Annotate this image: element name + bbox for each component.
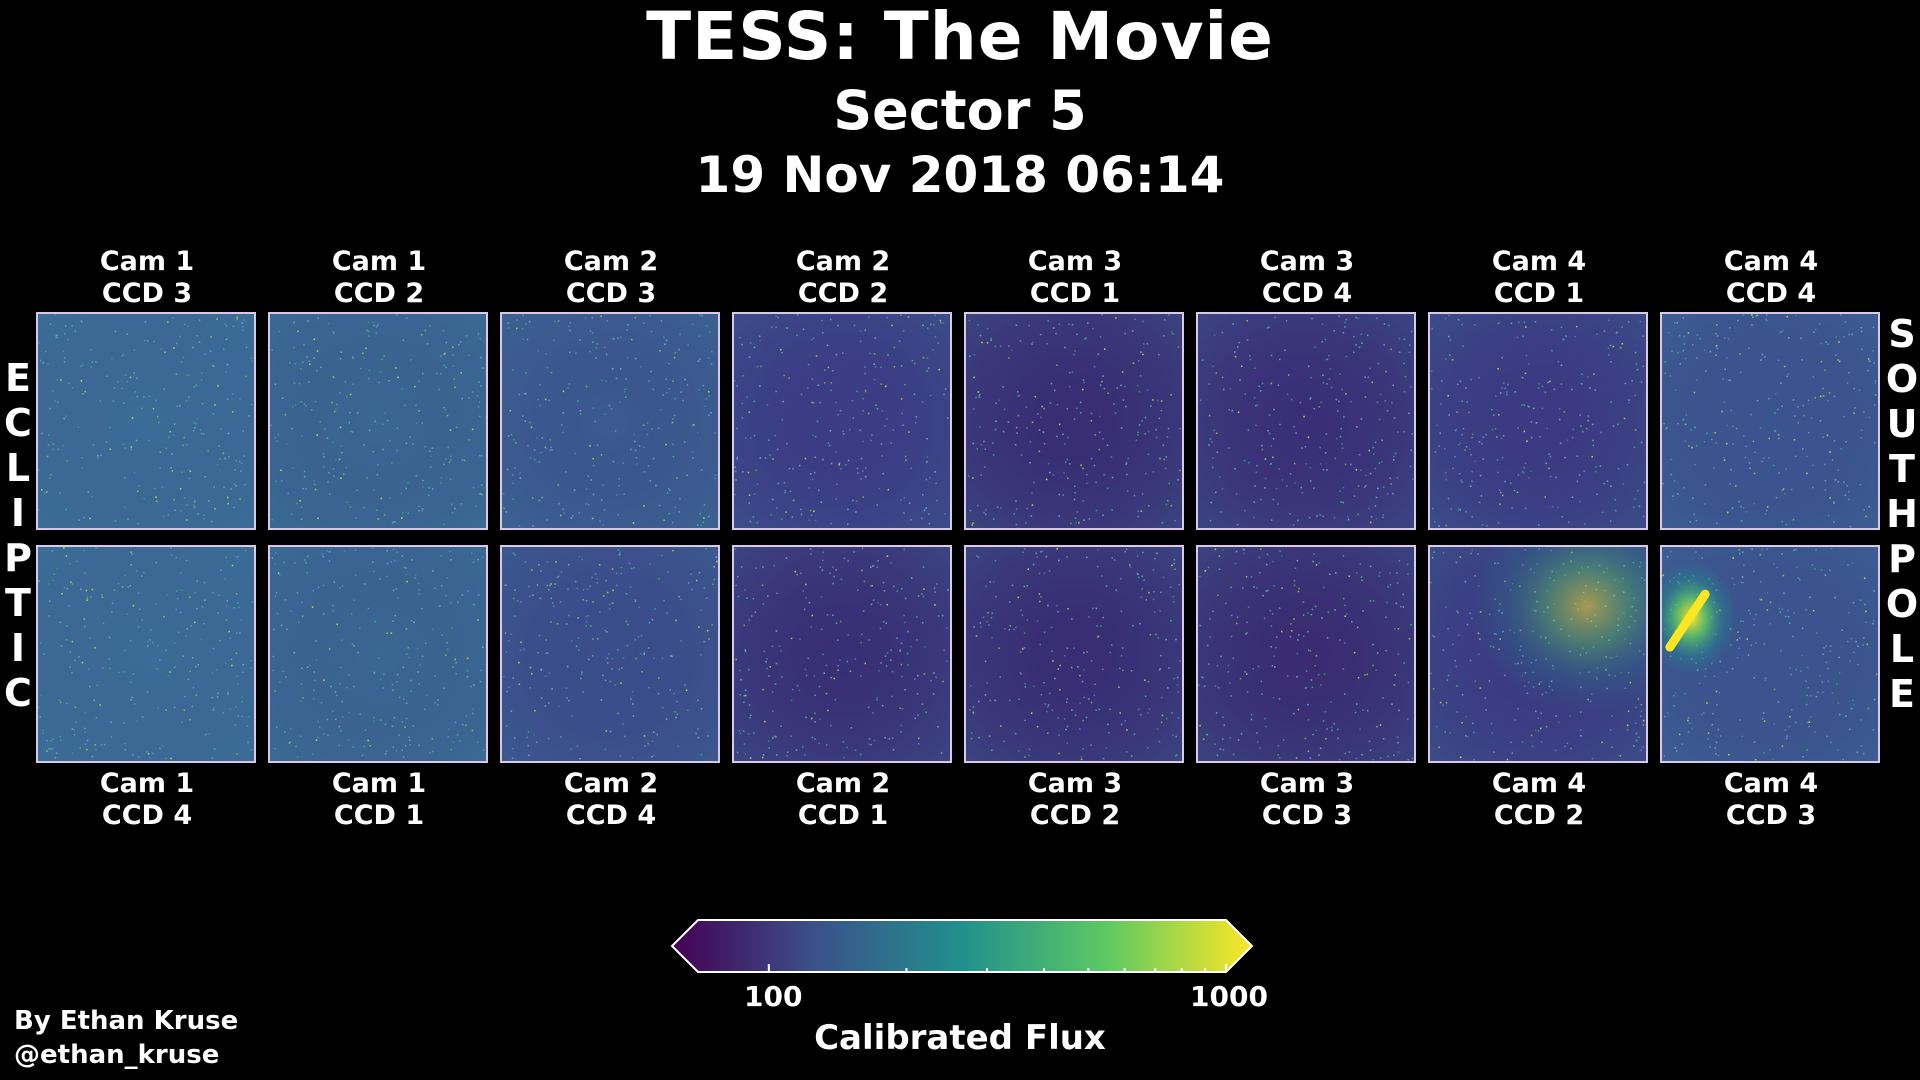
- side-letter: I: [10, 491, 26, 535]
- side-letter: E: [1889, 672, 1915, 716]
- ccd-label-bottom: Cam 1 CCD 4: [99, 768, 195, 831]
- ccd-tile: [500, 312, 720, 530]
- ccd-image: [502, 547, 718, 761]
- ccd-tile: [732, 545, 952, 763]
- ccd-image: [38, 314, 254, 528]
- movie-title: TESS: The Movie: [646, 0, 1274, 75]
- ccd-tile: [732, 312, 952, 530]
- author-handle: @ethan_kruse: [14, 1040, 220, 1070]
- ccd-image: [270, 547, 486, 761]
- ccd-label-top: Cam 4 CCD 4: [1723, 246, 1819, 309]
- side-letter: P: [4, 536, 32, 580]
- ccd-tile: [1196, 312, 1416, 530]
- ccd-label-bottom: Cam 2 CCD 4: [563, 768, 659, 831]
- ccd-label-top: Cam 4 CCD 1: [1491, 246, 1587, 309]
- colorbar-graphic: [670, 919, 1254, 973]
- ccd-tile: [268, 312, 488, 530]
- ccd-image: [734, 547, 950, 761]
- side-letter: T: [5, 581, 31, 625]
- colorbar-gradient: [670, 919, 1254, 973]
- colorbar-tick-label-max: 1000: [1190, 980, 1268, 1013]
- side-letter: S: [1888, 312, 1916, 356]
- side-letter: H: [1886, 492, 1918, 536]
- credit: By Ethan Kruse @ethan_kruse: [14, 1004, 238, 1072]
- side-letter: C: [4, 401, 32, 445]
- ccd-image: [966, 547, 1182, 761]
- side-letter: L: [5, 446, 31, 490]
- side-letter: U: [1886, 402, 1918, 446]
- ccd-image: [1198, 547, 1414, 761]
- ccd-image: [1198, 314, 1414, 528]
- side-letter: O: [1885, 357, 1919, 401]
- ccd-image: [734, 314, 950, 528]
- ccd-label-bottom: Cam 4 CCD 2: [1491, 768, 1587, 831]
- ccd-tile: [268, 545, 488, 763]
- side-letter: I: [10, 626, 26, 670]
- ccd-label-bottom: Cam 3 CCD 2: [1027, 768, 1123, 831]
- ccd-label-top: Cam 2 CCD 3: [563, 246, 659, 309]
- ccd-label-bottom: Cam 3 CCD 3: [1259, 768, 1355, 831]
- ccd-label-top: Cam 3 CCD 1: [1027, 246, 1123, 309]
- side-letter: P: [1888, 537, 1916, 581]
- ccd-label-bottom: Cam 4 CCD 3: [1723, 768, 1819, 831]
- ccd-label-top: Cam 1 CCD 2: [331, 246, 427, 309]
- ccd-image: [1430, 314, 1646, 528]
- ccd-tile: [1660, 545, 1880, 763]
- author-name: By Ethan Kruse: [14, 1006, 239, 1036]
- ccd-tile: [1660, 312, 1880, 530]
- ccd-label-bottom: Cam 2 CCD 1: [795, 768, 891, 831]
- side-letter: L: [1889, 627, 1915, 671]
- colorbar-ticks: [767, 964, 1227, 972]
- ccd-tile: [964, 545, 1184, 763]
- ccd-image: [38, 547, 254, 761]
- ccd-label-top: Cam 3 CCD 4: [1259, 246, 1355, 309]
- ccd-label-top: Cam 1 CCD 3: [99, 246, 195, 309]
- side-letter: C: [4, 671, 32, 715]
- colorbar-tick-label-min: 100: [744, 980, 803, 1013]
- ccd-image: [270, 314, 486, 528]
- ccd-tile: [1428, 312, 1648, 530]
- ccd-label-bottom: Cam 1 CCD 1: [331, 768, 427, 831]
- colorbar: [670, 918, 1254, 974]
- ccd-tile: [1196, 545, 1416, 763]
- ccd-tile: [36, 545, 256, 763]
- ccd-image: [1662, 547, 1878, 761]
- ccd-label-top: Cam 2 CCD 2: [795, 246, 891, 309]
- ccd-tile: [964, 312, 1184, 530]
- ccd-image: [966, 314, 1182, 528]
- ccd-image: [502, 314, 718, 528]
- ccd-image: [1662, 314, 1878, 528]
- frame-timestamp: 19 Nov 2018 06:14: [695, 146, 1225, 204]
- side-letter: T: [1889, 447, 1915, 491]
- ccd-tile: [36, 312, 256, 530]
- side-letter: E: [5, 356, 31, 400]
- ccd-tile: [500, 545, 720, 763]
- ccd-tile: [1428, 545, 1648, 763]
- sector-label: Sector 5: [833, 79, 1087, 142]
- ccd-image: [1430, 547, 1646, 761]
- colorbar-title: Calibrated Flux: [814, 1018, 1106, 1058]
- side-letter: O: [1885, 582, 1919, 626]
